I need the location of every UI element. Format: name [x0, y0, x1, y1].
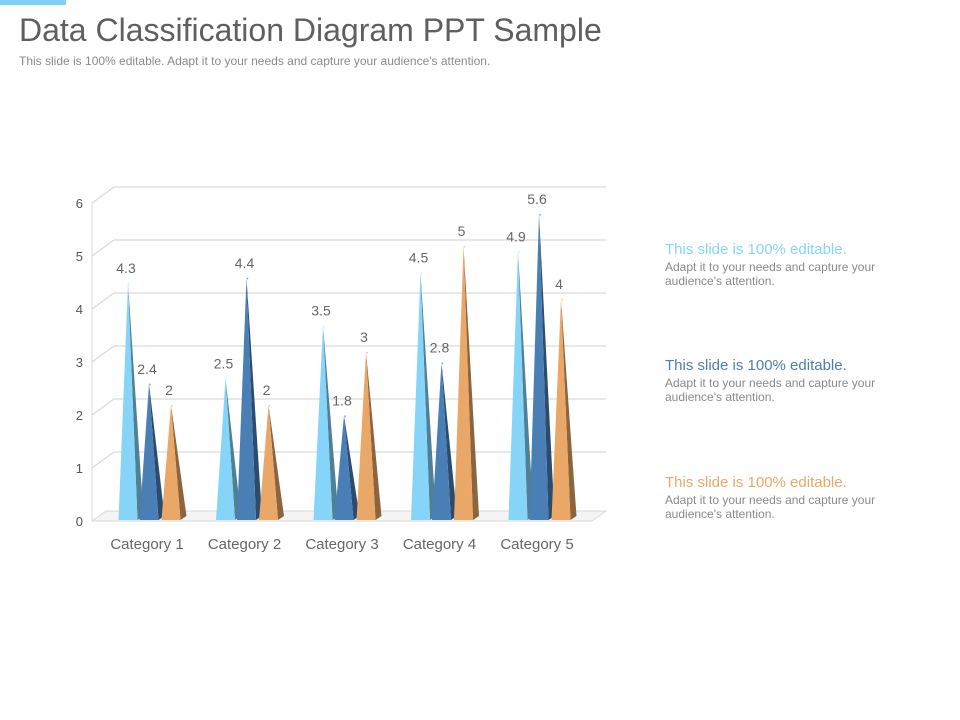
- bar-tip: [246, 277, 249, 280]
- side-item-2: This slide is 100% editable. Adapt it to…: [665, 357, 905, 404]
- data-label: 2.8: [430, 340, 450, 356]
- bar: [216, 378, 235, 520]
- bar-tip: [441, 362, 444, 365]
- bar-tip: [171, 405, 173, 407]
- side-item-text: Adapt it to your needs and capture your …: [665, 376, 876, 404]
- bar-side: [268, 405, 284, 520]
- x-tick-label: Category 2: [208, 536, 281, 553]
- bar-side: [366, 352, 382, 520]
- data-label: 4.5: [409, 250, 429, 266]
- side-item-heading: This slide is 100% editable.: [665, 241, 847, 258]
- slide-subtitle: This slide is 100% editable. Adapt it to…: [19, 54, 491, 68]
- bar: [237, 277, 256, 520]
- bar: [356, 352, 376, 520]
- bar-side: [463, 246, 479, 520]
- gridline: [91, 239, 606, 257]
- bar-tip: [539, 214, 541, 217]
- bar-side: [225, 378, 241, 520]
- bar-tip: [128, 283, 130, 286]
- bar: [508, 251, 528, 521]
- data-label: 2: [165, 382, 173, 398]
- x-tick-label: Category 3: [305, 536, 378, 553]
- bar: [334, 415, 354, 520]
- data-label: 4.9: [506, 228, 526, 244]
- data-label: 2: [263, 382, 271, 398]
- data-label: 4: [555, 276, 563, 292]
- side-item-3: This slide is 100% editable. Adapt it to…: [665, 474, 905, 521]
- bar-side: [561, 299, 577, 520]
- bar-side: [246, 277, 262, 520]
- bar: [529, 214, 549, 520]
- y-tick-label: 4: [76, 302, 83, 317]
- data-label: 3.5: [311, 303, 331, 319]
- bar-tip: [225, 378, 228, 381]
- gridline: [91, 186, 606, 204]
- side-item-text: Adapt it to your needs and capture your …: [665, 493, 876, 521]
- bar: [313, 325, 333, 520]
- bar-tip: [366, 352, 368, 354]
- gridline: [91, 292, 606, 310]
- data-label: 5: [458, 223, 466, 239]
- bar-side: [323, 325, 339, 520]
- bar-tip: [420, 272, 423, 275]
- data-label: 4.4: [235, 255, 255, 271]
- data-label: 5.6: [527, 191, 547, 207]
- bar-tip: [344, 415, 346, 418]
- x-tick-label: Category 5: [500, 536, 573, 553]
- data-label: 1.8: [332, 393, 352, 409]
- y-tick-label: 0: [76, 514, 83, 529]
- bar: [411, 272, 430, 520]
- data-label: 3: [360, 329, 368, 345]
- bar: [259, 405, 278, 520]
- bar-side: [420, 272, 436, 520]
- y-tick-label: 2: [76, 408, 83, 423]
- accent-bar: [0, 0, 66, 5]
- bar: [551, 299, 571, 520]
- bar-side: [344, 415, 360, 520]
- side-item-1: This slide is 100% editable. Adapt it to…: [665, 241, 905, 288]
- bar-side: [441, 362, 457, 520]
- side-item-heading: This slide is 100% editable.: [665, 474, 847, 491]
- bar: [454, 246, 473, 520]
- x-tick-label: Category 1: [110, 536, 183, 553]
- bar: [139, 383, 159, 520]
- bar-tip: [561, 299, 563, 301]
- data-label: 2.5: [214, 356, 234, 372]
- slide-title: Data Classification Diagram PPT Sample: [19, 12, 602, 48]
- bar-tip: [149, 383, 151, 386]
- y-tick-label: 3: [76, 355, 83, 370]
- bar-side: [128, 283, 144, 520]
- y-tick-label: 1: [76, 461, 83, 476]
- bar-side: [171, 405, 187, 520]
- bar-side: [539, 214, 555, 520]
- y-tick-label: 5: [76, 249, 83, 264]
- data-label: 4.3: [116, 260, 136, 276]
- bar-tip: [268, 405, 271, 407]
- bar-tip: [323, 325, 325, 328]
- bar: [118, 283, 138, 520]
- gridline: [91, 345, 606, 363]
- bar-tip: [463, 246, 466, 248]
- x-tick-label: Category 4: [403, 536, 476, 553]
- bar-side: [149, 383, 165, 520]
- bar: [161, 405, 181, 520]
- side-item-heading: This slide is 100% editable.: [665, 357, 847, 374]
- bar: [432, 362, 451, 520]
- y-tick-label: 6: [76, 196, 83, 211]
- bar-side: [518, 251, 534, 521]
- bar-tip: [518, 251, 520, 254]
- data-label: 2.4: [137, 361, 157, 377]
- side-item-text: Adapt it to your needs and capture your …: [665, 260, 876, 288]
